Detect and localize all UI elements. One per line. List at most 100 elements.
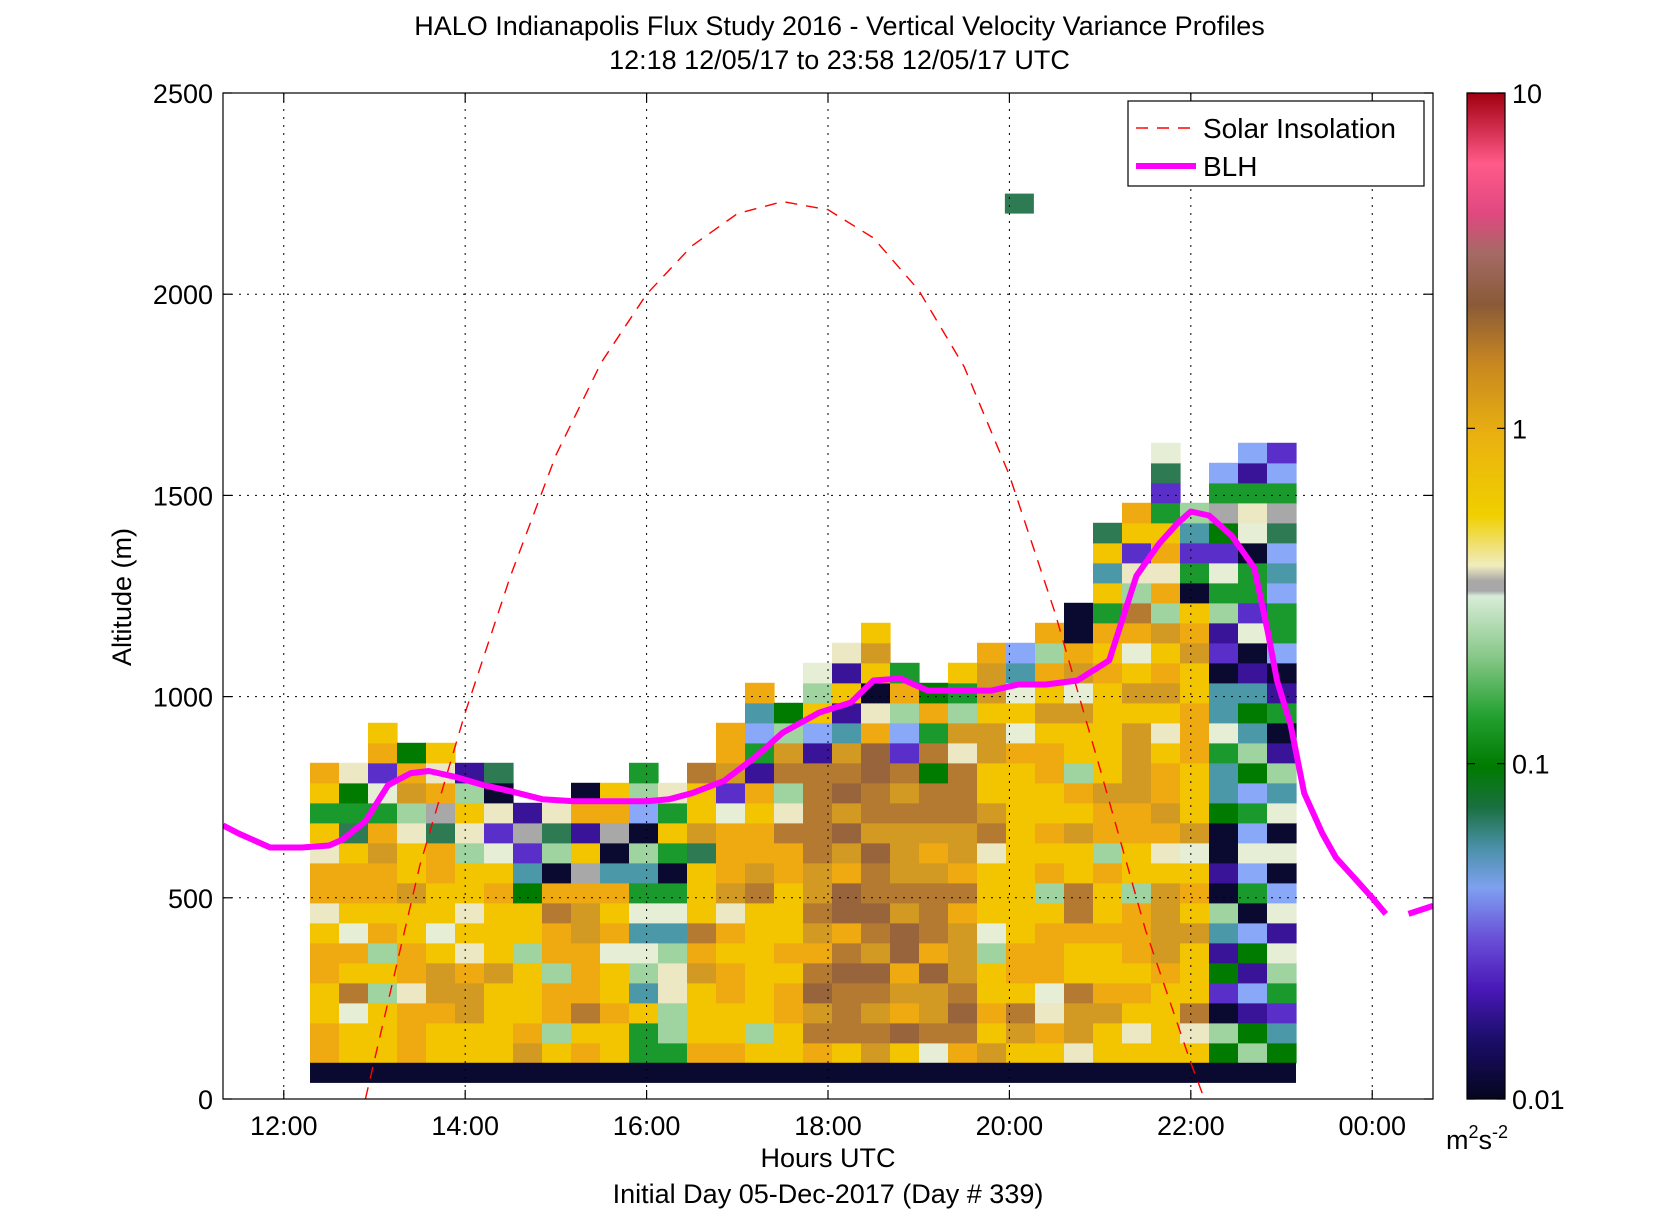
heatmap-cell bbox=[1122, 762, 1152, 784]
heatmap-cell bbox=[774, 782, 804, 804]
heatmap-cell bbox=[1122, 542, 1152, 564]
heatmap-cell bbox=[1267, 842, 1297, 864]
x-axis-sublabel: Initial Day 05-Dec-2017 (Day # 339) bbox=[613, 1179, 1044, 1209]
heatmap-cell bbox=[1209, 542, 1239, 564]
heatmap-cell bbox=[803, 882, 833, 904]
heatmap-cell bbox=[774, 1022, 804, 1044]
heatmap-cell bbox=[513, 862, 543, 884]
heatmap-cell bbox=[368, 762, 398, 784]
heatmap-cell bbox=[890, 962, 920, 984]
heatmap-cell bbox=[1238, 822, 1268, 844]
heatmap-cell bbox=[426, 882, 456, 904]
heatmap-cell bbox=[310, 782, 340, 804]
heatmap-cell bbox=[658, 962, 688, 984]
heatmap-cell bbox=[977, 802, 1007, 824]
heatmap-cell bbox=[861, 982, 891, 1004]
heatmap-cell bbox=[368, 962, 398, 984]
heatmap-cell bbox=[745, 1002, 775, 1024]
heatmap-cell bbox=[1035, 882, 1065, 904]
heatmap-cell bbox=[484, 922, 514, 944]
heatmap-cell bbox=[629, 942, 659, 964]
heatmap-cell bbox=[1006, 722, 1036, 744]
heatmap-cell bbox=[484, 942, 514, 964]
heatmap-cell bbox=[629, 982, 659, 1004]
heatmap-cell bbox=[1209, 922, 1239, 944]
heatmap-cell bbox=[1209, 722, 1239, 744]
heatmap-cell bbox=[339, 882, 369, 904]
heatmap-cell bbox=[1267, 502, 1297, 524]
heatmap-cell bbox=[1064, 622, 1094, 644]
heatmap-cell bbox=[716, 922, 746, 944]
heatmap-cell bbox=[716, 882, 746, 904]
heatmap-cell bbox=[774, 902, 804, 924]
heatmap-cell bbox=[890, 782, 920, 804]
heatmap-cell bbox=[1267, 902, 1297, 924]
heatmap-cell bbox=[455, 782, 485, 804]
heatmap-cell bbox=[397, 802, 427, 824]
heatmap-cell bbox=[1093, 942, 1123, 964]
heatmap-cell bbox=[716, 802, 746, 824]
heatmap-cell bbox=[1122, 662, 1152, 684]
heatmap-cell bbox=[397, 902, 427, 924]
heatmap-cell bbox=[832, 862, 862, 884]
colorbar-tick-label: 10 bbox=[1512, 79, 1542, 109]
heatmap-cell bbox=[484, 902, 514, 924]
heatmap-cell bbox=[1093, 842, 1123, 864]
heatmap-cell bbox=[861, 782, 891, 804]
colorbar: 0.01 0.1 1 10 m2s-2 bbox=[1446, 79, 1565, 1155]
heatmap-cell bbox=[1209, 822, 1239, 844]
heatmap-cell bbox=[745, 702, 775, 724]
heatmap-cell bbox=[1238, 802, 1268, 824]
heatmap-cell bbox=[426, 1022, 456, 1044]
heatmap-cell bbox=[977, 662, 1007, 684]
heatmap-cell bbox=[484, 802, 514, 824]
heatmap-cell bbox=[774, 1002, 804, 1024]
heatmap-cell bbox=[1151, 822, 1181, 844]
heatmap-cell bbox=[1238, 462, 1268, 484]
heatmap-cell bbox=[919, 922, 949, 944]
heatmap-cell bbox=[1209, 702, 1239, 724]
heatmap-cell bbox=[368, 742, 398, 764]
heatmap-cell bbox=[745, 942, 775, 964]
heatmap-cell bbox=[1035, 902, 1065, 924]
heatmap-cell bbox=[774, 762, 804, 784]
y-axis-ticks: 0 500 1000 1500 2000 2500 bbox=[153, 79, 1433, 1115]
heatmap-cell bbox=[977, 842, 1007, 864]
heatmap-cell bbox=[803, 802, 833, 824]
heatmap-cell bbox=[1267, 1042, 1297, 1064]
heatmap-cell bbox=[368, 882, 398, 904]
x-tick-label: 18:00 bbox=[794, 1111, 862, 1141]
heatmap-cell bbox=[658, 902, 688, 924]
heatmap-cell bbox=[1064, 982, 1094, 1004]
heatmap-cell bbox=[310, 1042, 340, 1064]
heatmap-cell bbox=[1209, 682, 1239, 704]
heatmap-cell bbox=[803, 962, 833, 984]
heatmap-cell bbox=[1238, 702, 1268, 724]
heatmap-cell bbox=[368, 982, 398, 1004]
heatmap-cell bbox=[716, 822, 746, 844]
heatmap-cell bbox=[716, 742, 746, 764]
heatmap-cell bbox=[861, 902, 891, 924]
heatmap-cell bbox=[1151, 762, 1181, 784]
heatmap-cell bbox=[1209, 982, 1239, 1004]
heatmap-cell bbox=[397, 822, 427, 844]
heatmap-cell bbox=[571, 902, 601, 924]
heatmap-cell bbox=[368, 1002, 398, 1024]
heatmap-cell bbox=[1035, 762, 1065, 784]
heatmap-cell bbox=[1035, 942, 1065, 964]
heatmap-cell bbox=[832, 1022, 862, 1044]
heatmap-cell bbox=[310, 1022, 340, 1044]
heatmap-cell bbox=[1035, 842, 1065, 864]
heatmap-cell bbox=[803, 1042, 833, 1064]
heatmap-cell bbox=[1006, 922, 1036, 944]
heatmap-cell bbox=[948, 722, 978, 744]
heatmap-cell bbox=[977, 822, 1007, 844]
heatmap-cell bbox=[861, 622, 891, 644]
heatmap-cell bbox=[745, 1042, 775, 1064]
heatmap-cell bbox=[861, 802, 891, 824]
heatmap-cell bbox=[455, 942, 485, 964]
heatmap-cell bbox=[977, 702, 1007, 724]
heatmap-cell bbox=[745, 882, 775, 904]
heatmap-cell bbox=[1151, 902, 1181, 924]
heatmap-cell bbox=[1093, 562, 1123, 584]
